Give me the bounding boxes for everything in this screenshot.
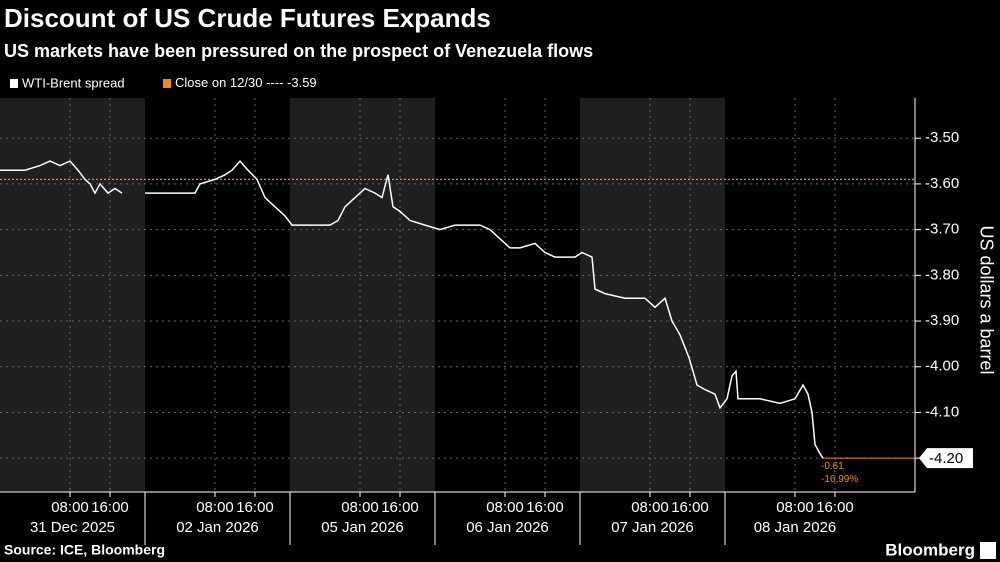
y-tick-label: -3.80 [925, 266, 959, 283]
chart-subtitle: US markets have been pressured on the pr… [4, 41, 593, 61]
y-axis-label: US dollars a barrel [976, 225, 996, 374]
legend-swatch [163, 79, 171, 88]
x-tick-label: 16:00 [526, 499, 564, 516]
y-tick-label: -4.10 [925, 403, 959, 420]
y-tick-label: -3.70 [925, 221, 959, 238]
x-tick-label: 08:00 [631, 499, 669, 516]
series-line [0, 159, 824, 459]
legend-label: Close on 12/30 ---- -3.59 [175, 75, 317, 90]
chart-title: Discount of US Crude Futures Expands [4, 3, 491, 33]
last-value-label: -4.20 [929, 450, 963, 467]
x-tick-label: 08:00 [196, 499, 234, 516]
session-label: 06 Jan 2026 [466, 519, 549, 536]
session-band [145, 98, 290, 492]
session-band [290, 98, 435, 492]
x-tick-label: 16:00 [381, 499, 419, 516]
y-tick-label: -3.90 [925, 312, 959, 329]
session-label: 05 Jan 2026 [321, 519, 404, 536]
last-value-box [919, 448, 973, 469]
y-tick-label: -4.00 [925, 358, 959, 375]
annotation: -0.61 [821, 461, 844, 472]
x-tick-label: 08:00 [776, 499, 814, 516]
session-label: 08 Jan 2026 [754, 519, 837, 536]
x-tick-label: 08:00 [341, 499, 379, 516]
x-tick-label: 16:00 [91, 499, 129, 516]
legend-swatch [10, 79, 18, 88]
x-tick-label: 16:00 [671, 499, 709, 516]
session-band [435, 98, 580, 492]
legend-label: WTI-Brent spread [22, 75, 125, 90]
legend-ref-name: Close on 12/30 [175, 75, 262, 90]
session-label: 02 Jan 2026 [176, 519, 259, 536]
x-tick-label: 16:00 [816, 499, 854, 516]
legend-ref-value: -3.59 [287, 75, 317, 90]
session-band [580, 98, 725, 492]
x-tick-label: 16:00 [236, 499, 274, 516]
annotation: -16.99% [821, 474, 858, 485]
brand: Bloomberg [885, 540, 975, 559]
y-tick-label: -3.50 [925, 129, 959, 146]
brand-icon [980, 542, 996, 559]
y-tick-label: -3.60 [925, 175, 959, 192]
session-band [0, 98, 145, 492]
session-label: 31 Dec 2025 [30, 519, 115, 536]
x-tick-label: 08:00 [51, 499, 89, 516]
session-band [725, 98, 915, 492]
x-tick-label: 08:00 [486, 499, 524, 516]
plot-background [0, 98, 915, 492]
source: Source: ICE, Bloomberg [4, 542, 165, 558]
legend-ref-sep: ---- [266, 75, 283, 90]
session-label: 07 Jan 2026 [611, 519, 694, 536]
